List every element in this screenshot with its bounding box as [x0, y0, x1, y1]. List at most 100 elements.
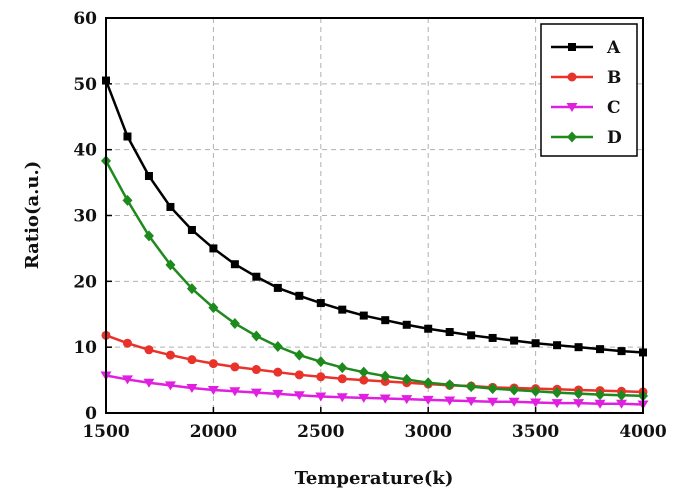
series-c-line: [105, 374, 644, 406]
series-a-point: [467, 331, 476, 340]
x-tick-label: 3500: [512, 422, 559, 442]
series-c-point: [444, 396, 456, 406]
series-d-point: [165, 259, 176, 271]
legend-marker-b: [567, 72, 577, 82]
series-b-point: [165, 350, 175, 360]
series-d-point: [423, 377, 434, 389]
series-c-point: [121, 375, 133, 385]
series-c-point: [616, 399, 628, 409]
series-a-point: [531, 339, 540, 348]
series-b-point: [251, 365, 261, 375]
series-d-point: [122, 194, 133, 206]
series-d-point: [229, 317, 240, 329]
series-d-point: [616, 389, 627, 401]
series-d-point: [487, 383, 498, 395]
series-d-point: [358, 366, 369, 378]
series-b-point: [359, 375, 369, 385]
series-c-point: [551, 399, 563, 409]
series-c-point: [422, 395, 434, 405]
series-a-point: [273, 283, 282, 292]
legend-marker-a: [568, 43, 576, 51]
series-b-point: [273, 367, 283, 377]
series-b-point: [294, 370, 304, 380]
series-d-point: [294, 349, 305, 361]
series-a-point: [144, 172, 153, 180]
series-d-point: [552, 387, 563, 399]
x-tick-label: 3000: [405, 422, 452, 442]
series-c-point: [143, 378, 155, 388]
series-c-point: [465, 397, 477, 407]
series-d-point: [444, 379, 455, 391]
series-b-point: [144, 345, 154, 355]
series-a-point: [617, 347, 626, 356]
series-a-point: [424, 324, 433, 333]
series-c-point: [229, 387, 241, 397]
series-c-point: [508, 397, 520, 407]
series-d-point: [186, 283, 197, 295]
series-a-point: [338, 305, 347, 314]
series-a-point: [445, 328, 454, 337]
y-tick-label: 60: [73, 9, 97, 29]
series-b-point: [337, 374, 347, 384]
series-a-point: [166, 202, 175, 211]
y-tick-label: 20: [73, 272, 97, 292]
series-a-point: [230, 260, 239, 269]
series-c-point: [530, 398, 542, 408]
legend-label-a: A: [606, 38, 621, 58]
series-c-point: [336, 393, 348, 403]
legend-marker-c: [566, 103, 578, 112]
series-c-point: [250, 388, 262, 398]
y-tick-label: 50: [73, 75, 97, 95]
series-b-point: [316, 372, 326, 382]
series-a-point: [596, 345, 605, 354]
series-d-point: [380, 370, 391, 382]
series-a-point: [510, 336, 519, 345]
series-c-point: [272, 389, 284, 399]
series-d-point: [251, 330, 262, 342]
series-a-point: [574, 343, 583, 352]
series-b-point: [122, 338, 132, 348]
series-c-point: [401, 395, 413, 405]
series-d-point: [530, 385, 541, 397]
series-b-point: [187, 355, 197, 365]
series-d-point: [595, 389, 606, 401]
series-c-point: [594, 399, 606, 409]
series-c-point: [293, 391, 305, 401]
series-a-point: [359, 311, 368, 320]
series-d-point: [337, 362, 348, 374]
legend-label-d: D: [607, 128, 622, 148]
series-d-point: [466, 381, 477, 393]
series-d-point: [143, 230, 154, 242]
series-a-point: [209, 244, 218, 253]
series-layer: [100, 76, 649, 410]
series-a-point: [553, 341, 562, 350]
x-tick-label: 2000: [190, 422, 237, 442]
series-c-point: [573, 399, 585, 409]
series-c-point: [358, 393, 370, 403]
legend-marker-d: [567, 131, 577, 143]
series-d-point: [573, 388, 584, 400]
series-a-point: [252, 272, 261, 281]
series-c-point: [379, 394, 391, 404]
y-tick-label: 30: [73, 207, 97, 227]
series-d: [101, 155, 648, 402]
legend-label-b: B: [607, 68, 621, 88]
series-d-point: [272, 341, 283, 353]
series-a-point: [295, 291, 304, 300]
series-d-point: [315, 356, 326, 368]
legend-label-c: C: [607, 98, 621, 118]
series-a-point: [402, 320, 411, 329]
series-a-point: [123, 132, 132, 141]
series-d-point: [401, 373, 412, 385]
series-c-point: [186, 383, 198, 393]
series-b-point: [208, 359, 218, 369]
series-a-point: [316, 299, 325, 308]
y-axis-title: Ratio(a.u.): [22, 161, 43, 270]
series-c-point: [207, 385, 219, 395]
series-b-point: [230, 362, 240, 372]
axes: 1500 2000 2500 3000 3500 4000 0 10 20 30 40 50 60: [73, 9, 666, 442]
series-c-point: [487, 397, 499, 407]
x-tick-label: 4000: [619, 422, 666, 442]
